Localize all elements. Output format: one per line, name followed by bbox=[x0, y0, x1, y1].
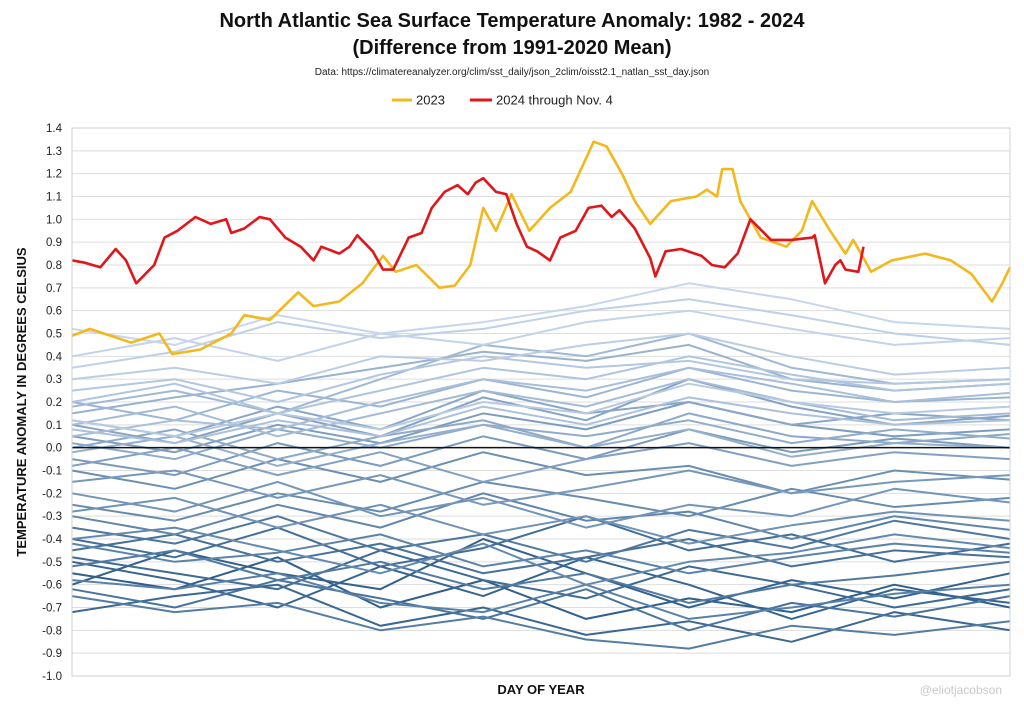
series-line-1983 bbox=[71, 538, 1011, 609]
series-line-1999 bbox=[71, 496, 1011, 545]
y-tick-label: -1.0 bbox=[42, 671, 62, 683]
series-line-1992 bbox=[71, 595, 1011, 650]
series-line-2013 bbox=[71, 378, 1011, 438]
series-line-2003 bbox=[71, 401, 1011, 454]
highlight-series bbox=[71, 140, 1012, 356]
series-line-2008 bbox=[71, 419, 1011, 461]
y-tick-label: -0.5 bbox=[42, 557, 62, 569]
y-axis-ticks: 1.4 1.3 1.2 1.1 1.0 0.9 0.8 0.7 0.6 0.5 0.4 0.3 0.2 0… bbox=[42, 123, 62, 683]
legend-label-2023: 2023 bbox=[416, 93, 445, 108]
y-tick-label: 0.7 bbox=[46, 283, 62, 295]
y-tick-label: 1.1 bbox=[46, 192, 62, 204]
y-tick-label: -0.6 bbox=[42, 580, 62, 592]
series-line-1987 bbox=[71, 515, 1011, 568]
series-line-2024 bbox=[71, 176, 865, 285]
y-tick-label: 0.1 bbox=[46, 420, 62, 432]
series-line-2011 bbox=[71, 366, 1011, 422]
series-line-1993 bbox=[71, 572, 1011, 620]
series-line-2004 bbox=[71, 442, 1011, 483]
y-tick-label: 1.0 bbox=[46, 214, 62, 226]
series-line-2012 bbox=[71, 332, 1011, 415]
series-line-1996 bbox=[71, 526, 1011, 586]
y-tick-label: 0.2 bbox=[46, 397, 62, 409]
legend: 2023 2024 through Nov. 4 bbox=[392, 93, 613, 108]
y-tick-label: -0.7 bbox=[42, 603, 62, 615]
series-line-1990 bbox=[71, 515, 1011, 563]
series-line-1988 bbox=[71, 533, 1011, 575]
series-line-2005 bbox=[71, 378, 1011, 445]
legend-label-2024: 2024 through Nov. 4 bbox=[496, 93, 613, 108]
series-line-1997 bbox=[71, 480, 1011, 522]
y-tick-label: 0.0 bbox=[46, 443, 62, 455]
background-series bbox=[71, 282, 1011, 650]
y-tick-label: -0.8 bbox=[42, 625, 62, 637]
series-line-1982 bbox=[71, 556, 1011, 620]
y-tick-label: 0.5 bbox=[46, 329, 62, 341]
series-line-2019 bbox=[71, 332, 1011, 385]
chart-title-line1: North Atlantic Sea Surface Temperature A… bbox=[219, 10, 805, 32]
series-line-1994 bbox=[71, 533, 1011, 575]
data-source: Data: https://climatereanalyzer.org/clim… bbox=[315, 67, 709, 78]
y-tick-label: -0.3 bbox=[42, 511, 62, 523]
y-axis-label: TEMPERATURE ANOMALY IN DEGREES CELSIUS bbox=[14, 247, 29, 556]
y-tick-label: -0.4 bbox=[42, 534, 62, 546]
y-tick-label: 0.9 bbox=[46, 237, 62, 249]
y-tick-label: 0.3 bbox=[46, 374, 62, 386]
series-line-2021 bbox=[71, 309, 1011, 362]
y-tick-label: 1.4 bbox=[46, 123, 63, 135]
series-line-2001 bbox=[71, 469, 1011, 506]
x-axis-label: DAY OF YEAR bbox=[497, 682, 585, 697]
series-line-1998 bbox=[71, 451, 1011, 495]
y-tick-label: -0.9 bbox=[42, 648, 62, 660]
series-line-1985 bbox=[71, 583, 1011, 643]
y-tick-label: -0.1 bbox=[42, 466, 62, 478]
y-tick-label: 1.3 bbox=[46, 146, 62, 158]
plot-border bbox=[71, 127, 1011, 677]
series-line-2000 bbox=[71, 480, 1011, 529]
y-tick-label: 1.2 bbox=[46, 169, 62, 181]
chart-title-line2: (Difference from 1991-2020 Mean) bbox=[352, 37, 671, 59]
y-tick-label: -0.2 bbox=[42, 488, 62, 500]
series-line-2018 bbox=[71, 382, 1011, 438]
series-line-2017 bbox=[71, 355, 1011, 403]
series-line-2022 bbox=[71, 282, 1011, 346]
series-line-1995 bbox=[71, 492, 1011, 540]
series-line-1991 bbox=[71, 549, 1011, 604]
series-line-2015 bbox=[71, 396, 1011, 445]
series-line-2016 bbox=[71, 355, 1011, 415]
y-tick-label: 0.4 bbox=[46, 351, 63, 363]
series-line-2023 bbox=[71, 140, 1012, 356]
series-line-1989 bbox=[71, 579, 1011, 632]
y-tick-label: 0.6 bbox=[46, 306, 62, 318]
watermark: @eliotjacobson bbox=[920, 683, 1002, 697]
series-line-2009 bbox=[71, 423, 1011, 467]
y-tick-label: 0.8 bbox=[46, 260, 62, 272]
